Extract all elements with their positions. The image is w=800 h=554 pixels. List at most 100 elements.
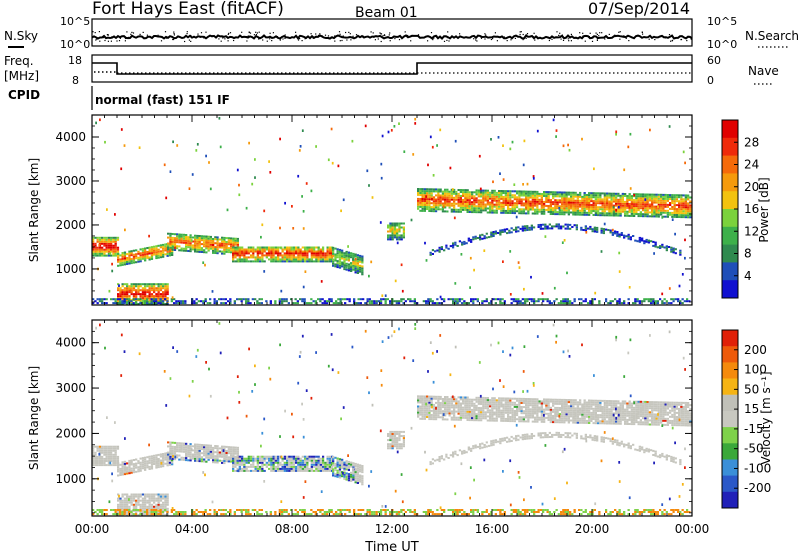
velocity-cell (428, 409, 431, 412)
power-cell (452, 246, 455, 249)
power-cell (491, 209, 494, 212)
power-cell (454, 298, 457, 301)
power-cell (110, 248, 113, 251)
power-cell (482, 189, 485, 192)
power-cell (359, 302, 362, 305)
power-cell (481, 302, 484, 305)
power-cell (666, 209, 669, 212)
velocity-cell (347, 465, 350, 467)
velocity-cell (338, 466, 342, 469)
power-cell (286, 246, 289, 249)
power-cell (663, 298, 666, 301)
power-cell (492, 298, 495, 301)
power-cell (354, 255, 357, 258)
power-cell (437, 196, 440, 199)
power-cell (166, 254, 169, 257)
power-cell (533, 300, 536, 303)
nsearch-dot (139, 33, 141, 35)
power-cell (583, 203, 586, 206)
power-cell (617, 214, 620, 217)
velocity-cell (209, 450, 212, 453)
power-cell (480, 207, 483, 210)
velocity-cell (198, 460, 201, 463)
velocity-cell (110, 449, 113, 452)
power-cell (593, 167, 595, 171)
power-cell (280, 289, 283, 293)
power-cell (581, 209, 584, 212)
velocity-cell (334, 465, 337, 467)
nsearch-dot (520, 31, 522, 33)
velocity-cell (234, 452, 237, 455)
velocity-cell (135, 466, 138, 469)
velocity-cell (421, 401, 424, 404)
power-cell (536, 202, 539, 205)
power-cell (596, 230, 599, 233)
power-cell (354, 257, 357, 261)
power-cell (146, 302, 149, 305)
power-cell (606, 198, 609, 201)
power-cell (114, 302, 117, 305)
power-cell (148, 291, 151, 294)
nsearch-dot (633, 37, 635, 39)
power-cell (435, 194, 438, 197)
nsearch-dot (96, 38, 98, 40)
power-cell (678, 204, 681, 207)
power-cell (499, 233, 502, 236)
power-cell (345, 250, 348, 253)
power-cell (141, 299, 145, 302)
velocity-cell (185, 457, 188, 460)
power-cell (596, 226, 599, 229)
power-cell (417, 199, 420, 202)
power-cell (114, 252, 117, 255)
power-cell (670, 298, 673, 301)
power-cell (450, 210, 453, 213)
power-cell (386, 298, 389, 301)
velocity-cell (243, 459, 246, 462)
power-cell (223, 242, 226, 245)
velocity-cell (317, 457, 320, 460)
velocity-cell (324, 461, 327, 464)
nsearch-dot (596, 39, 598, 41)
velocity-cell (110, 457, 113, 460)
power-cell (207, 243, 210, 246)
power-cell (668, 125, 671, 128)
velocity-cell (279, 463, 282, 466)
velocity-cell (444, 402, 447, 405)
power-cell (196, 242, 199, 245)
power-cell (662, 201, 665, 204)
velocity-cell (274, 459, 277, 462)
power-cell (326, 302, 329, 305)
velocity-cell (304, 459, 307, 462)
power-cell (426, 196, 429, 199)
power-cell (489, 205, 492, 208)
power-cell (547, 197, 550, 200)
power-cell (639, 213, 642, 216)
velocity-cell (232, 450, 235, 453)
power-cell (627, 235, 630, 238)
power-cell (619, 214, 622, 217)
power-cell (366, 169, 369, 173)
power-cell (634, 239, 637, 242)
power-cell (468, 203, 471, 206)
power-cell (445, 246, 448, 249)
power-cell (552, 203, 555, 206)
power-cell (534, 198, 537, 201)
power-cell (107, 250, 111, 253)
power-cell (600, 231, 603, 234)
velocity-cell (182, 442, 185, 445)
power-cell (98, 300, 102, 303)
power-cell (619, 204, 622, 207)
power-cell (516, 210, 519, 213)
power-cell (454, 302, 457, 305)
power-cell (200, 251, 203, 253)
velocity-cell (453, 410, 456, 413)
power-cell (627, 237, 630, 240)
nsearch-dot (628, 40, 630, 42)
power-cell (393, 125, 396, 128)
velocity-cell (274, 469, 277, 472)
velocity-cell (419, 413, 422, 416)
nsearch-dot (519, 33, 521, 36)
power-cell (214, 246, 217, 249)
velocity-cell (308, 457, 311, 460)
freq-unit: [MHz] (4, 69, 39, 83)
